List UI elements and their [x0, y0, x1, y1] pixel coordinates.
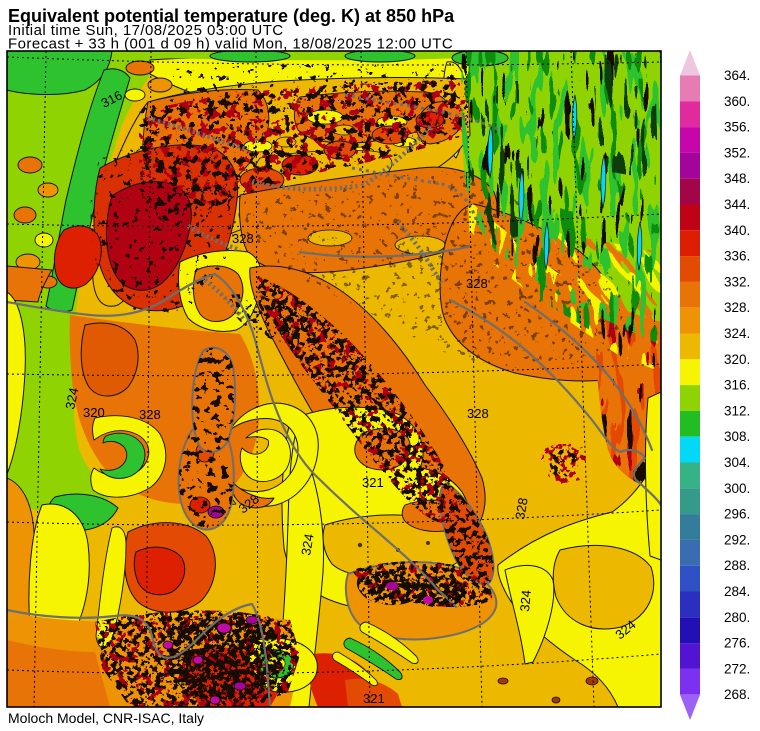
svg-text:308.: 308.: [724, 429, 750, 444]
svg-text:Equivalent potential temperatu: Equivalent potential temperature (deg. K…: [8, 6, 455, 26]
svg-text:320: 320: [83, 405, 105, 420]
svg-text:Forecast + 33 h (001 d 09 h: Forecast + 33 h (001 d 09 h) valid Mon, …: [8, 36, 453, 53]
svg-text:321: 321: [363, 691, 385, 706]
svg-text:328: 328: [467, 406, 489, 421]
svg-text:364.: 364.: [724, 68, 750, 83]
svg-text:272.: 272.: [724, 661, 750, 676]
svg-text:324: 324: [277, 314, 298, 339]
svg-text:321: 321: [362, 475, 384, 490]
svg-text:304.: 304.: [724, 455, 750, 470]
svg-text:328: 328: [232, 231, 254, 246]
svg-text:328: 328: [512, 497, 531, 521]
svg-text:348.: 348.: [724, 171, 750, 186]
svg-text:296.: 296.: [724, 507, 750, 522]
svg-text:324.: 324.: [724, 326, 750, 341]
svg-text:280.: 280.: [724, 610, 750, 625]
svg-text:284.: 284.: [724, 584, 750, 599]
svg-text:Initial time Sun, 17/08/2025: Initial time Sun, 17/08/2025 03:00 UTC: [8, 22, 284, 39]
svg-text:360.: 360.: [724, 94, 750, 109]
svg-text:324: 324: [517, 589, 534, 612]
svg-text:324: 324: [62, 386, 81, 410]
svg-text:Moloch Model, CNR-ISAC, Italy: Moloch Model, CNR-ISAC, Italy: [8, 710, 204, 726]
svg-text:324: 324: [298, 533, 317, 557]
svg-text:316.: 316.: [724, 378, 750, 393]
svg-text:344.: 344.: [724, 197, 750, 212]
svg-text:336.: 336.: [724, 249, 750, 264]
svg-text:268.: 268.: [724, 687, 750, 702]
svg-text:312.: 312.: [724, 403, 750, 418]
svg-text:352.: 352.: [724, 145, 750, 160]
svg-text:288.: 288.: [724, 558, 750, 573]
svg-text:320.: 320.: [724, 352, 750, 367]
svg-text:292.: 292.: [724, 532, 750, 547]
svg-text:332.: 332.: [724, 274, 750, 289]
svg-text:328: 328: [139, 407, 161, 422]
svg-text:340.: 340.: [724, 223, 750, 238]
svg-text:300.: 300.: [724, 481, 750, 496]
svg-text:276.: 276.: [724, 636, 750, 651]
svg-text:356.: 356.: [724, 120, 750, 135]
svg-text:328: 328: [466, 276, 488, 291]
svg-text:328.: 328.: [724, 300, 750, 315]
